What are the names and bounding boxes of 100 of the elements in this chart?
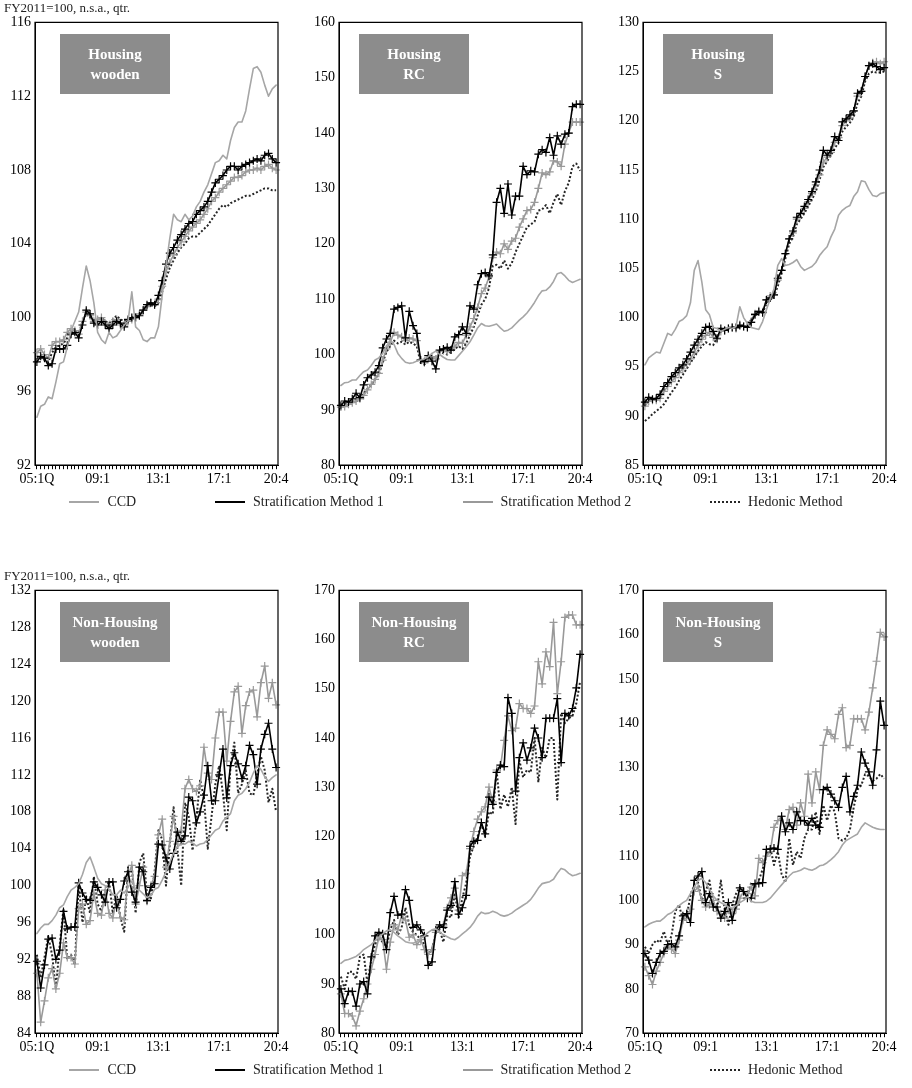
x-tick-label: 13:1 — [145, 1039, 171, 1055]
y-tick-label: 70 — [625, 1024, 639, 1040]
y-tick-label: 112 — [10, 766, 31, 782]
title-box: Housing wooden — [60, 34, 170, 94]
y-tick-label: 105 — [618, 260, 639, 276]
legend-label: Hedonic Method — [748, 494, 843, 510]
y-tick-label: 85 — [625, 456, 639, 472]
y-tick-label: 140 — [314, 729, 335, 745]
y-tick-label: 90 — [625, 407, 639, 423]
y-axis-title: FY2011=100, n.s.a., qtr. — [4, 0, 131, 16]
y-tick-label: 80 — [625, 980, 639, 996]
y-tick-label: 96 — [17, 383, 31, 399]
y-tick-label: 108 — [10, 161, 31, 177]
y-tick-label: 92 — [17, 951, 31, 967]
title-box: Housing RC — [359, 34, 469, 94]
x-tick-label: 17:1 — [510, 471, 536, 487]
y-tick-label: 110 — [314, 290, 335, 306]
x-tick-label: 09:1 — [389, 471, 415, 487]
y-tick-label: 95 — [625, 358, 639, 374]
x-tick-label: 20:4 — [871, 1039, 897, 1055]
y-tick-label: 130 — [618, 14, 639, 30]
y-tick-label: 140 — [314, 124, 335, 140]
y-tick-label: 90 — [321, 401, 335, 417]
y-tick-label: 132 — [10, 582, 31, 598]
legend-label: Stratification Method 2 — [500, 1062, 632, 1078]
y-tick-label: 116 — [10, 14, 31, 30]
y-tick-label: 104 — [10, 235, 31, 251]
title-box: Non-Housing RC — [359, 602, 469, 662]
x-tick-label: 05:1Q — [19, 1039, 55, 1055]
y-tick-label: 170 — [618, 582, 639, 598]
x-tick-label: 20:4 — [263, 1039, 289, 1055]
y-tick-label: 110 — [618, 847, 639, 863]
x-tick-label: 09:1 — [693, 1039, 719, 1055]
y-tick-label: 80 — [321, 456, 335, 472]
x-tick-label: 05:1Q — [627, 471, 663, 487]
x-tick-label: 09:1 — [389, 1039, 415, 1055]
x-tick-label: 17:1 — [814, 471, 840, 487]
y-tick-label: 116 — [10, 729, 31, 745]
x-tick-label: 20:4 — [263, 471, 289, 487]
x-tick-label: 13:1 — [145, 471, 171, 487]
y-tick-label: 100 — [618, 309, 639, 325]
x-tick-label: 17:1 — [206, 471, 232, 487]
y-tick-label: 160 — [618, 626, 639, 642]
x-tick-label: 05:1Q — [323, 1039, 359, 1055]
y-tick-label: 150 — [314, 680, 335, 696]
y-tick-label: 100 — [10, 877, 31, 893]
x-tick-label: 13:1 — [753, 471, 779, 487]
legend-label: Stratification Method 2 — [500, 494, 632, 510]
x-tick-label: 09:1 — [85, 471, 111, 487]
x-tick-label: 20:4 — [567, 1039, 593, 1055]
y-tick-label: 140 — [618, 714, 639, 730]
y-tick-label: 115 — [618, 161, 639, 177]
y-tick-label: 150 — [314, 69, 335, 85]
x-tick-label: 20:4 — [871, 471, 897, 487]
y-tick-label: 84 — [17, 1024, 31, 1040]
x-tick-label: 17:1 — [206, 1039, 232, 1055]
y-tick-label: 160 — [314, 14, 335, 30]
y-tick-label: 110 — [618, 210, 639, 226]
y-tick-label: 100 — [618, 892, 639, 908]
y-tick-label: 120 — [618, 112, 639, 128]
x-tick-label: 17:1 — [814, 1039, 840, 1055]
y-tick-label: 150 — [618, 670, 639, 686]
y-tick-label: 120 — [314, 828, 335, 844]
y-tick-label: 104 — [10, 840, 31, 856]
legend-label: CCD — [107, 1062, 137, 1078]
title-box: Non-Housing wooden — [60, 602, 170, 662]
y-tick-label: 170 — [314, 582, 335, 598]
y-tick-label: 100 — [314, 926, 335, 942]
y-tick-label: 110 — [314, 877, 335, 893]
y-tick-label: 130 — [314, 778, 335, 794]
x-tick-label: 13:1 — [449, 1039, 475, 1055]
x-tick-label: 17:1 — [510, 1039, 536, 1055]
x-tick-label: 13:1 — [449, 471, 475, 487]
y-tick-label: 124 — [10, 655, 31, 671]
x-tick-label: 05:1Q — [323, 471, 359, 487]
x-tick-label: 05:1Q — [627, 1039, 663, 1055]
y-tick-label: 120 — [618, 803, 639, 819]
x-tick-label: 13:1 — [753, 1039, 779, 1055]
title-box: Non-Housing S — [663, 602, 773, 662]
legend-label: Hedonic Method — [748, 1062, 843, 1078]
y-tick-label: 96 — [17, 914, 31, 930]
y-tick-label: 92 — [17, 456, 31, 472]
legend-label: CCD — [107, 494, 137, 510]
y-tick-label: 90 — [625, 936, 639, 952]
y-tick-label: 128 — [10, 618, 31, 634]
y-tick-label: 90 — [321, 975, 335, 991]
x-tick-label: 20:4 — [567, 471, 593, 487]
title-box: Housing S — [663, 34, 773, 94]
x-tick-label: 09:1 — [85, 1039, 111, 1055]
y-tick-label: 120 — [10, 692, 31, 708]
x-tick-label: 09:1 — [693, 471, 719, 487]
y-tick-label: 120 — [314, 235, 335, 251]
y-tick-label: 100 — [10, 309, 31, 325]
y-tick-label: 88 — [17, 987, 31, 1003]
y-axis-title: FY2011=100, n.s.a., qtr. — [4, 568, 131, 584]
legend-label: Stratification Method 1 — [253, 494, 384, 510]
y-tick-label: 125 — [618, 63, 639, 79]
y-tick-label: 80 — [321, 1024, 335, 1040]
legend-label: Stratification Method 1 — [253, 1062, 384, 1078]
y-tick-label: 130 — [618, 759, 639, 775]
